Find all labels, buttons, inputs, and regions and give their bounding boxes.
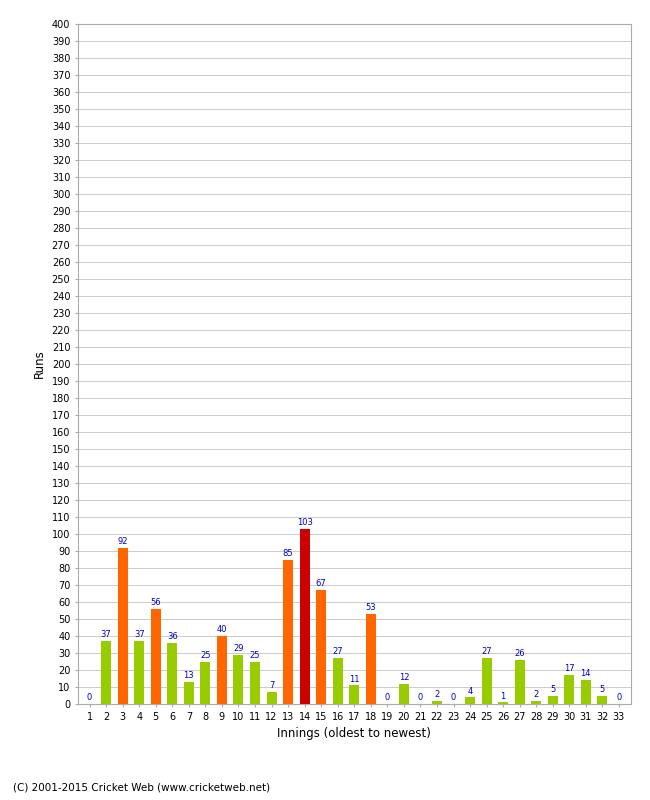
Bar [316,590,326,704]
Bar [167,643,177,704]
Bar [101,641,111,704]
Bar [283,559,293,704]
Bar [184,682,194,704]
Text: 37: 37 [134,630,144,639]
Bar [515,660,525,704]
Text: 53: 53 [365,603,376,612]
Bar [200,662,211,704]
Text: 2: 2 [434,690,439,699]
Bar [498,702,508,704]
Text: 17: 17 [564,664,575,674]
Text: 26: 26 [514,649,525,658]
Bar [366,614,376,704]
Text: 67: 67 [316,579,326,589]
Text: 13: 13 [183,671,194,680]
Text: 25: 25 [200,651,211,660]
Text: 5: 5 [550,685,555,694]
Text: 0: 0 [451,694,456,702]
Bar [233,654,243,704]
Text: 85: 85 [283,549,293,558]
Text: 0: 0 [87,694,92,702]
Text: 11: 11 [349,674,359,683]
Text: 29: 29 [233,644,244,653]
Text: 7: 7 [269,682,274,690]
Bar [266,692,276,704]
Text: 14: 14 [580,670,591,678]
Bar [482,658,491,704]
Bar [217,636,227,704]
Text: 25: 25 [250,651,260,660]
Text: 12: 12 [398,673,409,682]
Text: 0: 0 [616,694,621,702]
Bar [531,701,541,704]
Bar [300,529,309,704]
Text: 27: 27 [481,647,492,656]
Bar [581,680,591,704]
Text: 5: 5 [600,685,605,694]
Text: 1: 1 [500,691,506,701]
Text: 103: 103 [296,518,313,527]
Text: 36: 36 [167,632,177,641]
X-axis label: Innings (oldest to newest): Innings (oldest to newest) [278,727,431,740]
Bar [432,701,442,704]
Bar [465,697,475,704]
Bar [118,547,127,704]
Bar [597,695,607,704]
Bar [548,695,558,704]
Text: 40: 40 [216,626,227,634]
Text: (C) 2001-2015 Cricket Web (www.cricketweb.net): (C) 2001-2015 Cricket Web (www.cricketwe… [13,782,270,792]
Bar [349,686,359,704]
Text: 27: 27 [332,647,343,656]
Text: 92: 92 [118,537,128,546]
Bar [399,683,409,704]
Bar [564,675,574,704]
Text: 56: 56 [150,598,161,607]
Bar [151,609,161,704]
Bar [250,662,260,704]
Text: 37: 37 [101,630,112,639]
Text: 0: 0 [418,694,423,702]
Text: 0: 0 [385,694,390,702]
Text: 4: 4 [467,686,473,695]
Y-axis label: Runs: Runs [33,350,46,378]
Bar [333,658,343,704]
Text: 2: 2 [534,690,539,699]
Bar [135,641,144,704]
